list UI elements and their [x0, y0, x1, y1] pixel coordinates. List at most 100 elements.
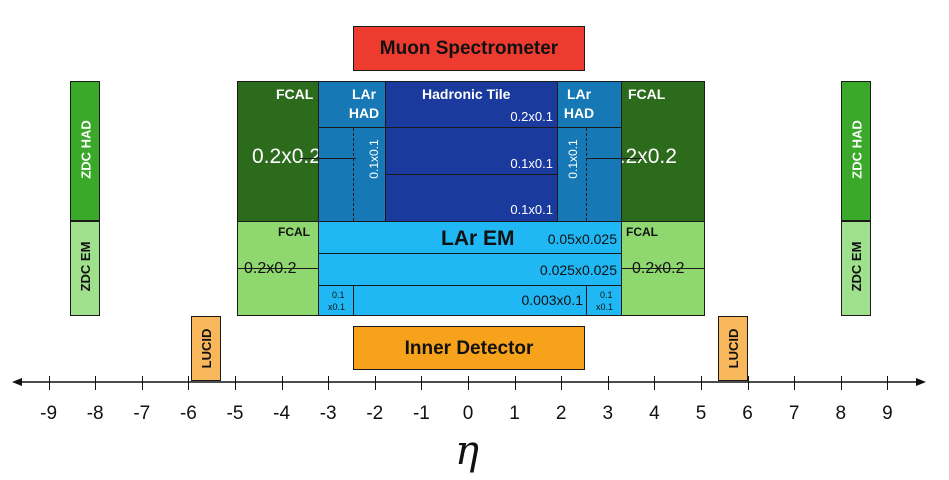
larhad-left-gran: 0.1x0.1	[367, 139, 381, 179]
axis-tick	[48, 376, 50, 390]
larhad-right: LAr HAD 0.1x0.1	[557, 81, 622, 222]
axis-tick	[701, 376, 702, 390]
axis-tick	[328, 376, 330, 390]
axis-tick	[235, 376, 236, 390]
zdc-em-left-label: ZDC EM	[78, 241, 93, 292]
had-row-divider-2	[385, 174, 558, 175]
fcal-had-right: FCAL 0.2x0.2	[608, 81, 705, 222]
axis-tick-label: -6	[179, 403, 197, 424]
axis-tick	[561, 376, 563, 390]
axis-tick-label: 5	[695, 403, 707, 424]
fcal-had-right-label: FCAL	[628, 86, 666, 102]
fcal-em-left-gran: 0.2x0.2	[244, 260, 297, 277]
muon-spectrometer-box: Muon Spectrometer	[353, 26, 585, 71]
larhad-left-divider	[353, 128, 354, 221]
axis-tick	[794, 376, 796, 390]
axis-tick	[374, 376, 376, 390]
had-row-divider-1	[318, 127, 622, 128]
inner-detector-label: Inner Detector	[404, 338, 534, 359]
em-row-divider-1	[318, 253, 622, 254]
tile-row-1-gran: 0.2x0.1	[510, 109, 553, 124]
lucid-right-label: LUCID	[726, 328, 741, 369]
em-end-left-gran-2: x0.1	[328, 302, 346, 312]
axis-tick-label: 6	[742, 403, 753, 424]
larhad-right-divider	[586, 128, 587, 221]
axis-arrow-right-icon	[916, 378, 926, 386]
tile-row-2-gran: 0.1x0.1	[510, 156, 553, 171]
axis-tick	[654, 376, 656, 390]
axis-tick-label: -3	[319, 403, 337, 424]
axis-tick-label: -4	[273, 403, 291, 424]
lucid-right: LUCID	[718, 316, 748, 381]
axis-tick-label: 7	[788, 403, 800, 424]
hadronic-tile: Hadronic Tile 0.2x0.1 0.1x0.1 0.1x0.1	[385, 81, 558, 222]
axis-tick-label: -8	[86, 403, 104, 424]
axis-tick-label: 4	[649, 403, 660, 424]
axis-tick	[887, 376, 889, 390]
lar-em-label: LAr EM	[441, 227, 515, 250]
axis-tick-label: -5	[226, 403, 244, 424]
axis-tick	[141, 376, 143, 390]
em-end-divider-right	[586, 286, 587, 315]
fcal-em-left-label: FCAL	[278, 225, 310, 239]
larhad-right-label: LAr HAD	[563, 86, 595, 121]
hadronic-tile-label: Hadronic Tile	[422, 86, 511, 102]
zdc-had-right-label: ZDC HAD	[849, 120, 865, 179]
eta-axis-line	[12, 378, 926, 386]
axis-tick	[281, 376, 283, 390]
zdc-em-right: ZDC EM	[841, 221, 871, 316]
zdc-had-left-label: ZDC HAD	[78, 120, 94, 179]
axis-tick	[747, 376, 749, 390]
axis-tick	[421, 376, 423, 390]
axis-tick-label: 9	[882, 403, 893, 424]
axis-arrow-left-icon	[12, 378, 22, 386]
lar-em-row-1-gran: 0.05x0.025	[547, 231, 617, 247]
axis-tick-label: 3	[602, 403, 614, 424]
zdc-had-right: ZDC HAD	[841, 81, 871, 221]
tile-row-3-gran: 0.1x0.1	[510, 202, 553, 217]
fcal-had-right-gran-line	[586, 158, 642, 159]
axis-tick	[95, 376, 97, 390]
fcal-had-right-gran: 0.2x0.2	[608, 145, 677, 168]
lucid-left-label: LUCID	[199, 328, 214, 369]
fcal-had-left-gran-line	[300, 158, 356, 159]
fcal-had-left-gran: 0.2x0.2	[252, 145, 321, 168]
axis-tick	[514, 376, 516, 390]
axis-tick-label: 8	[835, 403, 847, 424]
em-end-right-gran-1: 0.1	[600, 290, 613, 300]
zdc-em-left: ZDC EM	[70, 221, 100, 316]
axis-tick-label: -9	[40, 403, 58, 424]
lucid-left: LUCID	[191, 316, 221, 381]
fcal-em-left-gran-line	[237, 268, 319, 269]
larhad-left: LAr HAD 0.1x0.1	[318, 81, 386, 222]
em-end-divider-left	[353, 286, 354, 315]
axis-tick-label: -2	[366, 403, 384, 424]
em-row-divider-2	[318, 285, 622, 286]
axis-tick-label: 0	[462, 403, 474, 424]
axis-tick	[607, 376, 609, 390]
lar-em: LAr EM 0.05x0.025 0.025x0.025 0.003x0.1	[318, 221, 622, 316]
lar-em-row-2-gran: 0.025x0.025	[539, 262, 617, 278]
larhad-right-gran: 0.1x0.1	[566, 139, 580, 179]
inner-detector-box: Inner Detector	[353, 326, 585, 370]
zdc-em-right-label: ZDC EM	[849, 241, 864, 292]
lar-em-row-3-gran: 0.003x0.1	[521, 292, 584, 308]
em-end-left-gran-1: 0.1	[332, 290, 345, 300]
axis-tick	[840, 376, 842, 390]
fcal-em-right-label: FCAL	[626, 225, 658, 239]
zdc-had-left: ZDC HAD	[70, 81, 100, 221]
axis-tick-label: -1	[412, 403, 430, 424]
axis-tick-label: 2	[555, 403, 567, 424]
axis-tick-label: 1	[509, 403, 520, 424]
eta-symbol: η	[455, 428, 479, 474]
fcal-had-left: FCAL 0.2x0.2	[237, 81, 321, 222]
axis-tick-label: -7	[133, 403, 151, 424]
muon-spectrometer-label: Muon Spectrometer	[379, 38, 559, 59]
em-end-right-gran-2: x0.1	[596, 302, 614, 312]
axis-tick	[468, 376, 469, 390]
fcal-em-right-gran: 0.2x0.2	[632, 260, 685, 277]
fcal-had-left-label: FCAL	[276, 86, 314, 102]
fcal-em-right-gran-line	[621, 268, 705, 269]
larhad-left-label: LAr HAD	[348, 86, 380, 121]
axis-tick	[188, 376, 190, 390]
